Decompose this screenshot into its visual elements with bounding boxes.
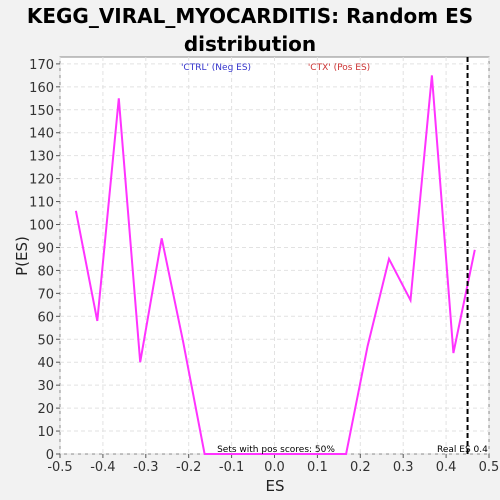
y-tick-label: 20	[37, 402, 54, 417]
y-axis-title: P(ES)	[13, 236, 31, 276]
y-tick-label: 0	[46, 448, 54, 463]
y-tick-label: 160	[29, 81, 54, 96]
positive-scores-annotation: Sets with pos scores: 50%	[217, 445, 335, 455]
y-tick-label: 170	[29, 58, 54, 73]
x-tick-label: -0.2	[176, 460, 201, 475]
x-tick-label: 0.0	[264, 460, 285, 475]
y-tick-label: 100	[29, 219, 54, 234]
x-tick-label: -0.3	[133, 460, 158, 475]
x-tick-label: 0.1	[307, 460, 328, 475]
legend-ctrl-label: 'CTRL' (Neg ES)	[181, 63, 251, 73]
x-tick-label: 0.2	[350, 460, 371, 475]
x-tick-label: -0.4	[90, 460, 115, 475]
x-tick-label: 0.4	[436, 460, 457, 475]
series-group	[74, 57, 476, 455]
x-tick-label: -0.1	[219, 460, 244, 475]
y-tick-label: 10	[37, 425, 54, 440]
y-tick-label: 90	[37, 241, 54, 256]
x-axis-title: ES	[266, 477, 285, 495]
y-tick-label: 70	[37, 287, 54, 302]
y-tick-label: 150	[29, 104, 54, 119]
legend-ctx-label: 'CTX' (Pos ES)	[308, 63, 370, 73]
x-tick-label: 0.3	[393, 460, 414, 475]
y-tick-label: 60	[37, 310, 54, 325]
axes: -0.5 -0.4 -0.3 -0.2 -0.1 0.0 0.1 0.2 0.3 0.4 0.5 0 1…	[29, 58, 499, 475]
y-tick-label: 50	[37, 333, 54, 348]
grid-lines	[59, 57, 490, 455]
legend: 'CTRL' (Neg ES) 'CTX' (Pos ES)	[181, 63, 370, 73]
x-tick-label: 0.5	[479, 460, 500, 475]
y-tick-label: 30	[37, 379, 54, 394]
real-es-label: Real ES 0.4	[437, 445, 488, 455]
y-tick-label: 130	[29, 150, 54, 165]
y-tick-label: 40	[37, 356, 54, 371]
x-tick-label: -0.5	[47, 460, 72, 475]
y-tick-label: 80	[37, 264, 54, 279]
y-tick-label: 120	[29, 173, 54, 188]
y-tick-label: 110	[29, 196, 54, 211]
es-distribution-line	[74, 75, 476, 455]
chart-title: KEGG_VIRAL_MYOCARDITIS: Random ES distri…	[26, 4, 474, 56]
y-tick-label: 140	[29, 127, 54, 142]
